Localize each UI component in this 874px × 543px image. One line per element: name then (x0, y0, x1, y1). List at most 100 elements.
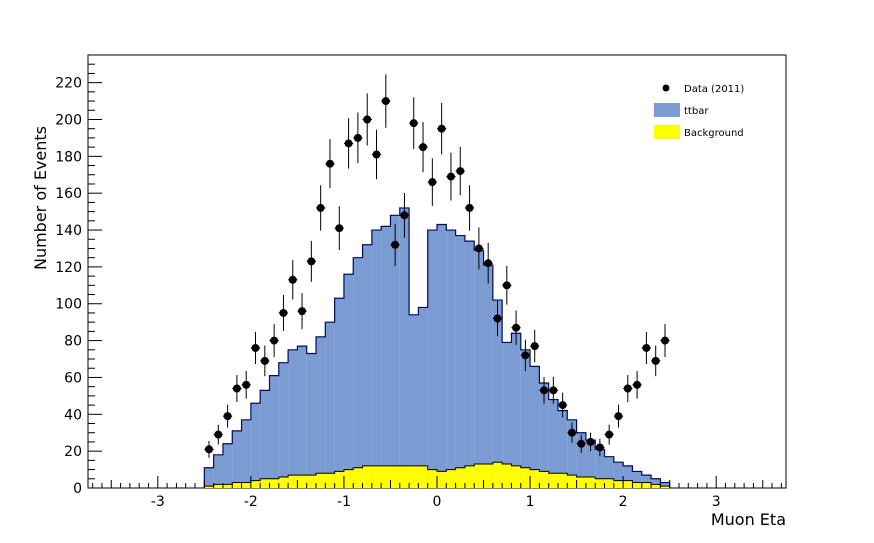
y-tick-label: 200 (55, 112, 82, 128)
ttbar-bar (437, 224, 447, 488)
ttbar-bar (595, 449, 605, 488)
data-point (661, 336, 670, 345)
ttbar-bar (343, 274, 354, 488)
background-bar (260, 478, 270, 488)
y-tick-label: 100 (55, 297, 82, 313)
background-bar (660, 486, 670, 488)
background-bar (641, 482, 652, 488)
legend-label: ttbar (684, 106, 709, 117)
ttbar-bar (474, 250, 484, 488)
ttbar-bar (511, 333, 521, 488)
data-point (614, 412, 623, 421)
background-bar (222, 484, 233, 488)
ttbar-bar (213, 454, 223, 488)
background-bar (632, 482, 642, 488)
legend-marker-data (662, 84, 670, 92)
ttbar-bar (306, 353, 317, 488)
ttbar-bar (632, 471, 642, 488)
background-bar (334, 471, 344, 488)
ttbar-bar (204, 467, 214, 488)
data-point (595, 443, 604, 452)
data-point (214, 430, 223, 439)
ttbar-bar (381, 226, 391, 488)
data-point (521, 351, 530, 360)
data-point (242, 380, 251, 389)
data-point (474, 244, 483, 253)
legend-swatch (654, 125, 680, 139)
data-point (223, 412, 232, 421)
y-axis-label: Number of Events (31, 126, 50, 270)
data-point (316, 203, 325, 212)
x-tick-label: 0 (433, 494, 442, 510)
ttbar-bar (241, 419, 251, 488)
ttbar-bar (390, 215, 400, 488)
data-point (512, 323, 521, 332)
data-point (381, 97, 390, 106)
legend-label: Data (2011) (684, 84, 744, 95)
data-point (288, 275, 297, 284)
ttbar-bar (604, 456, 614, 488)
ttbar-bar (623, 465, 633, 488)
background-bar (623, 480, 633, 488)
y-tick-label: 160 (55, 186, 82, 202)
ttbar-bar (297, 346, 307, 488)
y-tick-label: 40 (64, 407, 82, 423)
background-bar (250, 480, 261, 488)
data-point (437, 124, 446, 133)
y-tick-label: 120 (55, 260, 82, 276)
ttbar-bar (557, 410, 568, 488)
x-tick-label: -2 (244, 494, 258, 510)
background-bar (520, 467, 531, 488)
data-point (446, 172, 455, 181)
ttbar-bar (492, 300, 503, 488)
background-bar (455, 467, 465, 488)
background-bar (204, 486, 214, 488)
data-point (577, 439, 586, 448)
ttbar-bar (641, 475, 652, 488)
background-bar (316, 473, 326, 488)
background-bar (651, 484, 661, 488)
ttbar-bar (427, 230, 437, 489)
ttbar-bar (334, 298, 344, 488)
data-points (204, 74, 670, 458)
y-tick-label: 0 (73, 481, 82, 497)
background-bar (390, 465, 400, 488)
background-bar (325, 473, 335, 488)
ttbar-bar (371, 230, 382, 489)
background-bar (567, 475, 577, 488)
ttbar-bar (325, 322, 335, 488)
data-point (298, 307, 307, 316)
ttbar-bar (548, 399, 558, 488)
ttbar-bar (464, 241, 475, 488)
ttbar-bar (651, 478, 661, 488)
background-bar (213, 484, 223, 488)
background-bar (269, 478, 279, 488)
legend: Data (2011) ttbar Background (654, 84, 744, 139)
background-bar (381, 465, 391, 488)
ttbar-bar (502, 342, 512, 488)
data-point (344, 139, 353, 148)
ttbar-stack (203, 207, 671, 489)
data-point (400, 211, 409, 220)
data-point (623, 384, 632, 393)
background-bar (474, 464, 484, 488)
ttbar-bar (483, 265, 493, 488)
y-tick-label: 20 (64, 444, 82, 460)
ttbar-bar (530, 366, 540, 488)
background-bar (288, 475, 298, 488)
data-point (456, 167, 465, 176)
data-point (633, 380, 642, 389)
background-bar (232, 482, 242, 488)
ttbar-bar (539, 382, 549, 488)
ttbar-bar (278, 362, 289, 488)
background-bar (409, 465, 419, 488)
data-point (558, 401, 567, 410)
ttbar-bar (455, 235, 465, 488)
background-bar (278, 476, 289, 488)
data-point (502, 281, 511, 290)
data-point (419, 143, 428, 152)
ttbar-bar (418, 307, 428, 488)
ttbar-bar (576, 432, 586, 488)
background-bar (297, 475, 307, 488)
background-bar (576, 476, 586, 488)
